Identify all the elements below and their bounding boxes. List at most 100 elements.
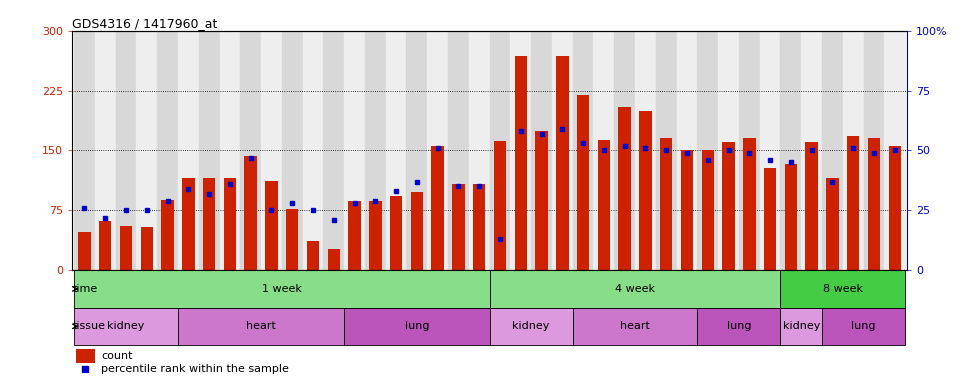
Bar — [182, 179, 195, 270]
Text: lung: lung — [852, 321, 876, 331]
Bar — [493, 141, 506, 270]
Bar — [282, 31, 302, 270]
Bar — [677, 31, 697, 270]
Bar — [99, 221, 111, 270]
Text: kidney: kidney — [782, 321, 820, 331]
Bar — [78, 232, 90, 270]
Bar — [452, 184, 465, 270]
Bar — [120, 226, 132, 270]
Bar — [406, 31, 427, 270]
Bar — [822, 31, 843, 270]
Bar — [345, 31, 365, 270]
Bar — [490, 308, 573, 345]
Bar — [780, 308, 822, 345]
Bar — [348, 201, 361, 270]
Text: time: time — [73, 284, 98, 294]
Bar — [345, 308, 490, 345]
Bar — [220, 31, 240, 270]
Bar — [718, 31, 739, 270]
Bar — [473, 184, 486, 270]
Bar — [157, 31, 178, 270]
Bar — [822, 308, 905, 345]
Bar — [427, 31, 448, 270]
Bar — [573, 31, 593, 270]
Bar — [618, 106, 631, 270]
Bar — [593, 31, 614, 270]
Bar — [515, 56, 527, 270]
Bar — [722, 142, 734, 270]
Bar — [365, 31, 386, 270]
Bar — [386, 31, 406, 270]
Bar — [199, 31, 220, 270]
Bar — [327, 249, 340, 270]
Text: kidney: kidney — [108, 321, 145, 331]
Bar — [536, 131, 548, 270]
Bar — [245, 156, 257, 270]
Bar — [74, 308, 178, 345]
Bar — [178, 308, 345, 345]
Bar — [136, 31, 157, 270]
Bar — [390, 196, 402, 270]
Bar — [598, 140, 611, 270]
Bar — [178, 31, 199, 270]
Text: GDS4316 / 1417960_at: GDS4316 / 1417960_at — [72, 17, 217, 30]
Bar — [635, 31, 656, 270]
Bar — [552, 31, 573, 270]
Bar — [448, 31, 468, 270]
Bar — [573, 308, 697, 345]
Bar — [697, 308, 780, 345]
Bar — [614, 31, 635, 270]
Text: percentile rank within the sample: percentile rank within the sample — [101, 364, 289, 374]
Bar — [556, 56, 568, 270]
Bar — [759, 31, 780, 270]
Bar — [140, 227, 153, 270]
Bar — [324, 31, 345, 270]
Text: 4 week: 4 week — [615, 284, 655, 294]
Bar — [639, 111, 652, 270]
Bar — [827, 179, 839, 270]
Bar — [697, 31, 718, 270]
Bar — [286, 209, 299, 270]
Bar — [468, 31, 490, 270]
Bar — [889, 146, 901, 270]
Bar — [511, 31, 531, 270]
Bar — [490, 31, 511, 270]
Bar — [780, 31, 802, 270]
Text: count: count — [101, 351, 132, 361]
Bar — [224, 179, 236, 270]
Bar — [660, 139, 672, 270]
Bar — [261, 31, 282, 270]
Bar — [203, 179, 215, 270]
Bar — [431, 146, 444, 270]
Text: heart: heart — [246, 321, 276, 331]
Bar — [490, 270, 780, 308]
Bar — [843, 31, 864, 270]
Text: 1 week: 1 week — [262, 284, 301, 294]
Text: heart: heart — [620, 321, 650, 331]
Bar — [656, 31, 677, 270]
Bar — [265, 181, 277, 270]
Bar — [864, 31, 884, 270]
Bar — [577, 94, 589, 270]
Bar — [531, 31, 552, 270]
Bar — [302, 31, 324, 270]
Text: lung: lung — [727, 321, 751, 331]
Bar — [847, 136, 859, 270]
Bar — [884, 31, 905, 270]
Bar — [702, 151, 714, 270]
Bar — [805, 142, 818, 270]
Bar — [161, 200, 174, 270]
Bar — [240, 31, 261, 270]
Text: lung: lung — [404, 321, 429, 331]
Bar — [681, 151, 693, 270]
Bar — [115, 31, 136, 270]
Bar — [802, 31, 822, 270]
Bar — [95, 31, 115, 270]
Bar — [784, 164, 797, 270]
Text: tissue: tissue — [73, 321, 106, 331]
Bar — [74, 270, 490, 308]
Bar — [868, 139, 880, 270]
Bar — [411, 192, 423, 270]
Text: 8 week: 8 week — [823, 284, 863, 294]
Bar — [307, 241, 320, 270]
